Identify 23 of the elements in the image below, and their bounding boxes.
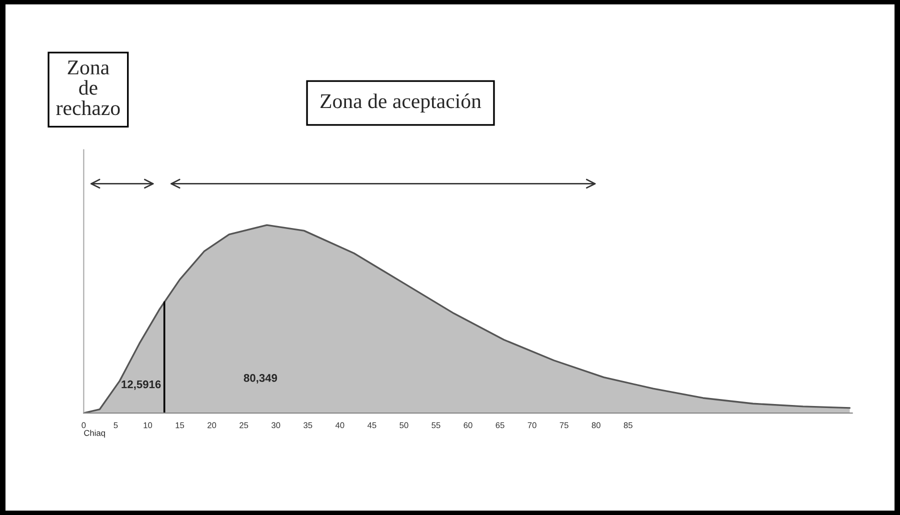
x-axis-title: Chiaq bbox=[84, 430, 105, 438]
annotation: 80,349 bbox=[244, 374, 278, 384]
x-tick-label: 70 bbox=[528, 422, 536, 428]
text: Zona de rechazo bbox=[56, 60, 120, 116]
text: Zona de aceptación bbox=[320, 94, 482, 112]
x-tick-label: 0 bbox=[82, 422, 86, 428]
x-tick-label: 80 bbox=[592, 422, 600, 428]
x-tick-label: 75 bbox=[560, 422, 568, 428]
x-tick-label: 65 bbox=[496, 422, 504, 428]
x-tick-label: 15 bbox=[176, 422, 184, 428]
x-tick-label: 55 bbox=[432, 422, 440, 428]
ref-line-label: 12,5916 bbox=[122, 380, 161, 390]
x-tick-label: 30 bbox=[272, 422, 280, 428]
x-tick-label: 40 bbox=[335, 422, 344, 428]
x-tick-label: 5 bbox=[114, 422, 118, 428]
x-tick-label: 50 bbox=[400, 422, 408, 428]
x-tick-label: 35 bbox=[304, 422, 312, 428]
x-tick-label: 25 bbox=[240, 422, 248, 428]
x-tick-label: 85 bbox=[624, 422, 632, 428]
x-tick-label: 10 bbox=[144, 422, 152, 428]
x-tick-label: 60 bbox=[464, 422, 472, 428]
x-tick-label: 45 bbox=[367, 422, 376, 428]
x-tick-label: 20 bbox=[208, 422, 216, 428]
